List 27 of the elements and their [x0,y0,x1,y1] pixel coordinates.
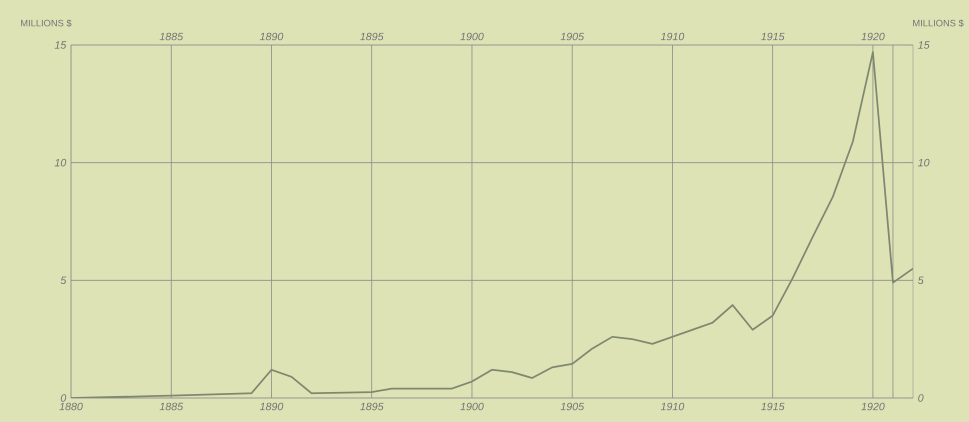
x-tick-label: 1910 [660,402,684,410]
x-tick-label: 1915 [761,402,785,410]
y2-axis-title: MILLIONS $ [913,19,964,27]
x-tick-label: 1885 [160,402,184,410]
x2-tick-label: 1915 [761,32,785,40]
x-tick-label: 1895 [360,402,384,410]
x2-tick-label: 1890 [260,32,284,40]
y-tick-label: 0 [60,394,66,402]
y2-tick-label: 5 [918,276,924,284]
x-tick-label: 1920 [861,402,885,410]
x2-tick-label: 1885 [160,32,184,40]
y-axis-title: MILLIONS $ [21,19,72,27]
x2-tick-label: 1910 [660,32,684,40]
y-tick-label: 15 [54,41,66,49]
y2-tick-label: 10 [918,158,930,166]
y2-tick-label: 0 [918,394,924,402]
x2-tick-label: 1920 [861,32,885,40]
x2-tick-label: 1895 [360,32,384,40]
x-tick-label: 1890 [260,402,284,410]
x2-tick-label: 1900 [460,32,484,40]
x-tick-label: 1905 [560,402,584,410]
y2-tick-label: 15 [918,41,930,49]
x2-tick-label: 1905 [560,32,584,40]
x-tick-label: 1900 [460,402,484,410]
x-tick-label: 1880 [59,402,83,410]
y-tick-label: 5 [60,276,66,284]
y-tick-label: 10 [54,158,66,166]
